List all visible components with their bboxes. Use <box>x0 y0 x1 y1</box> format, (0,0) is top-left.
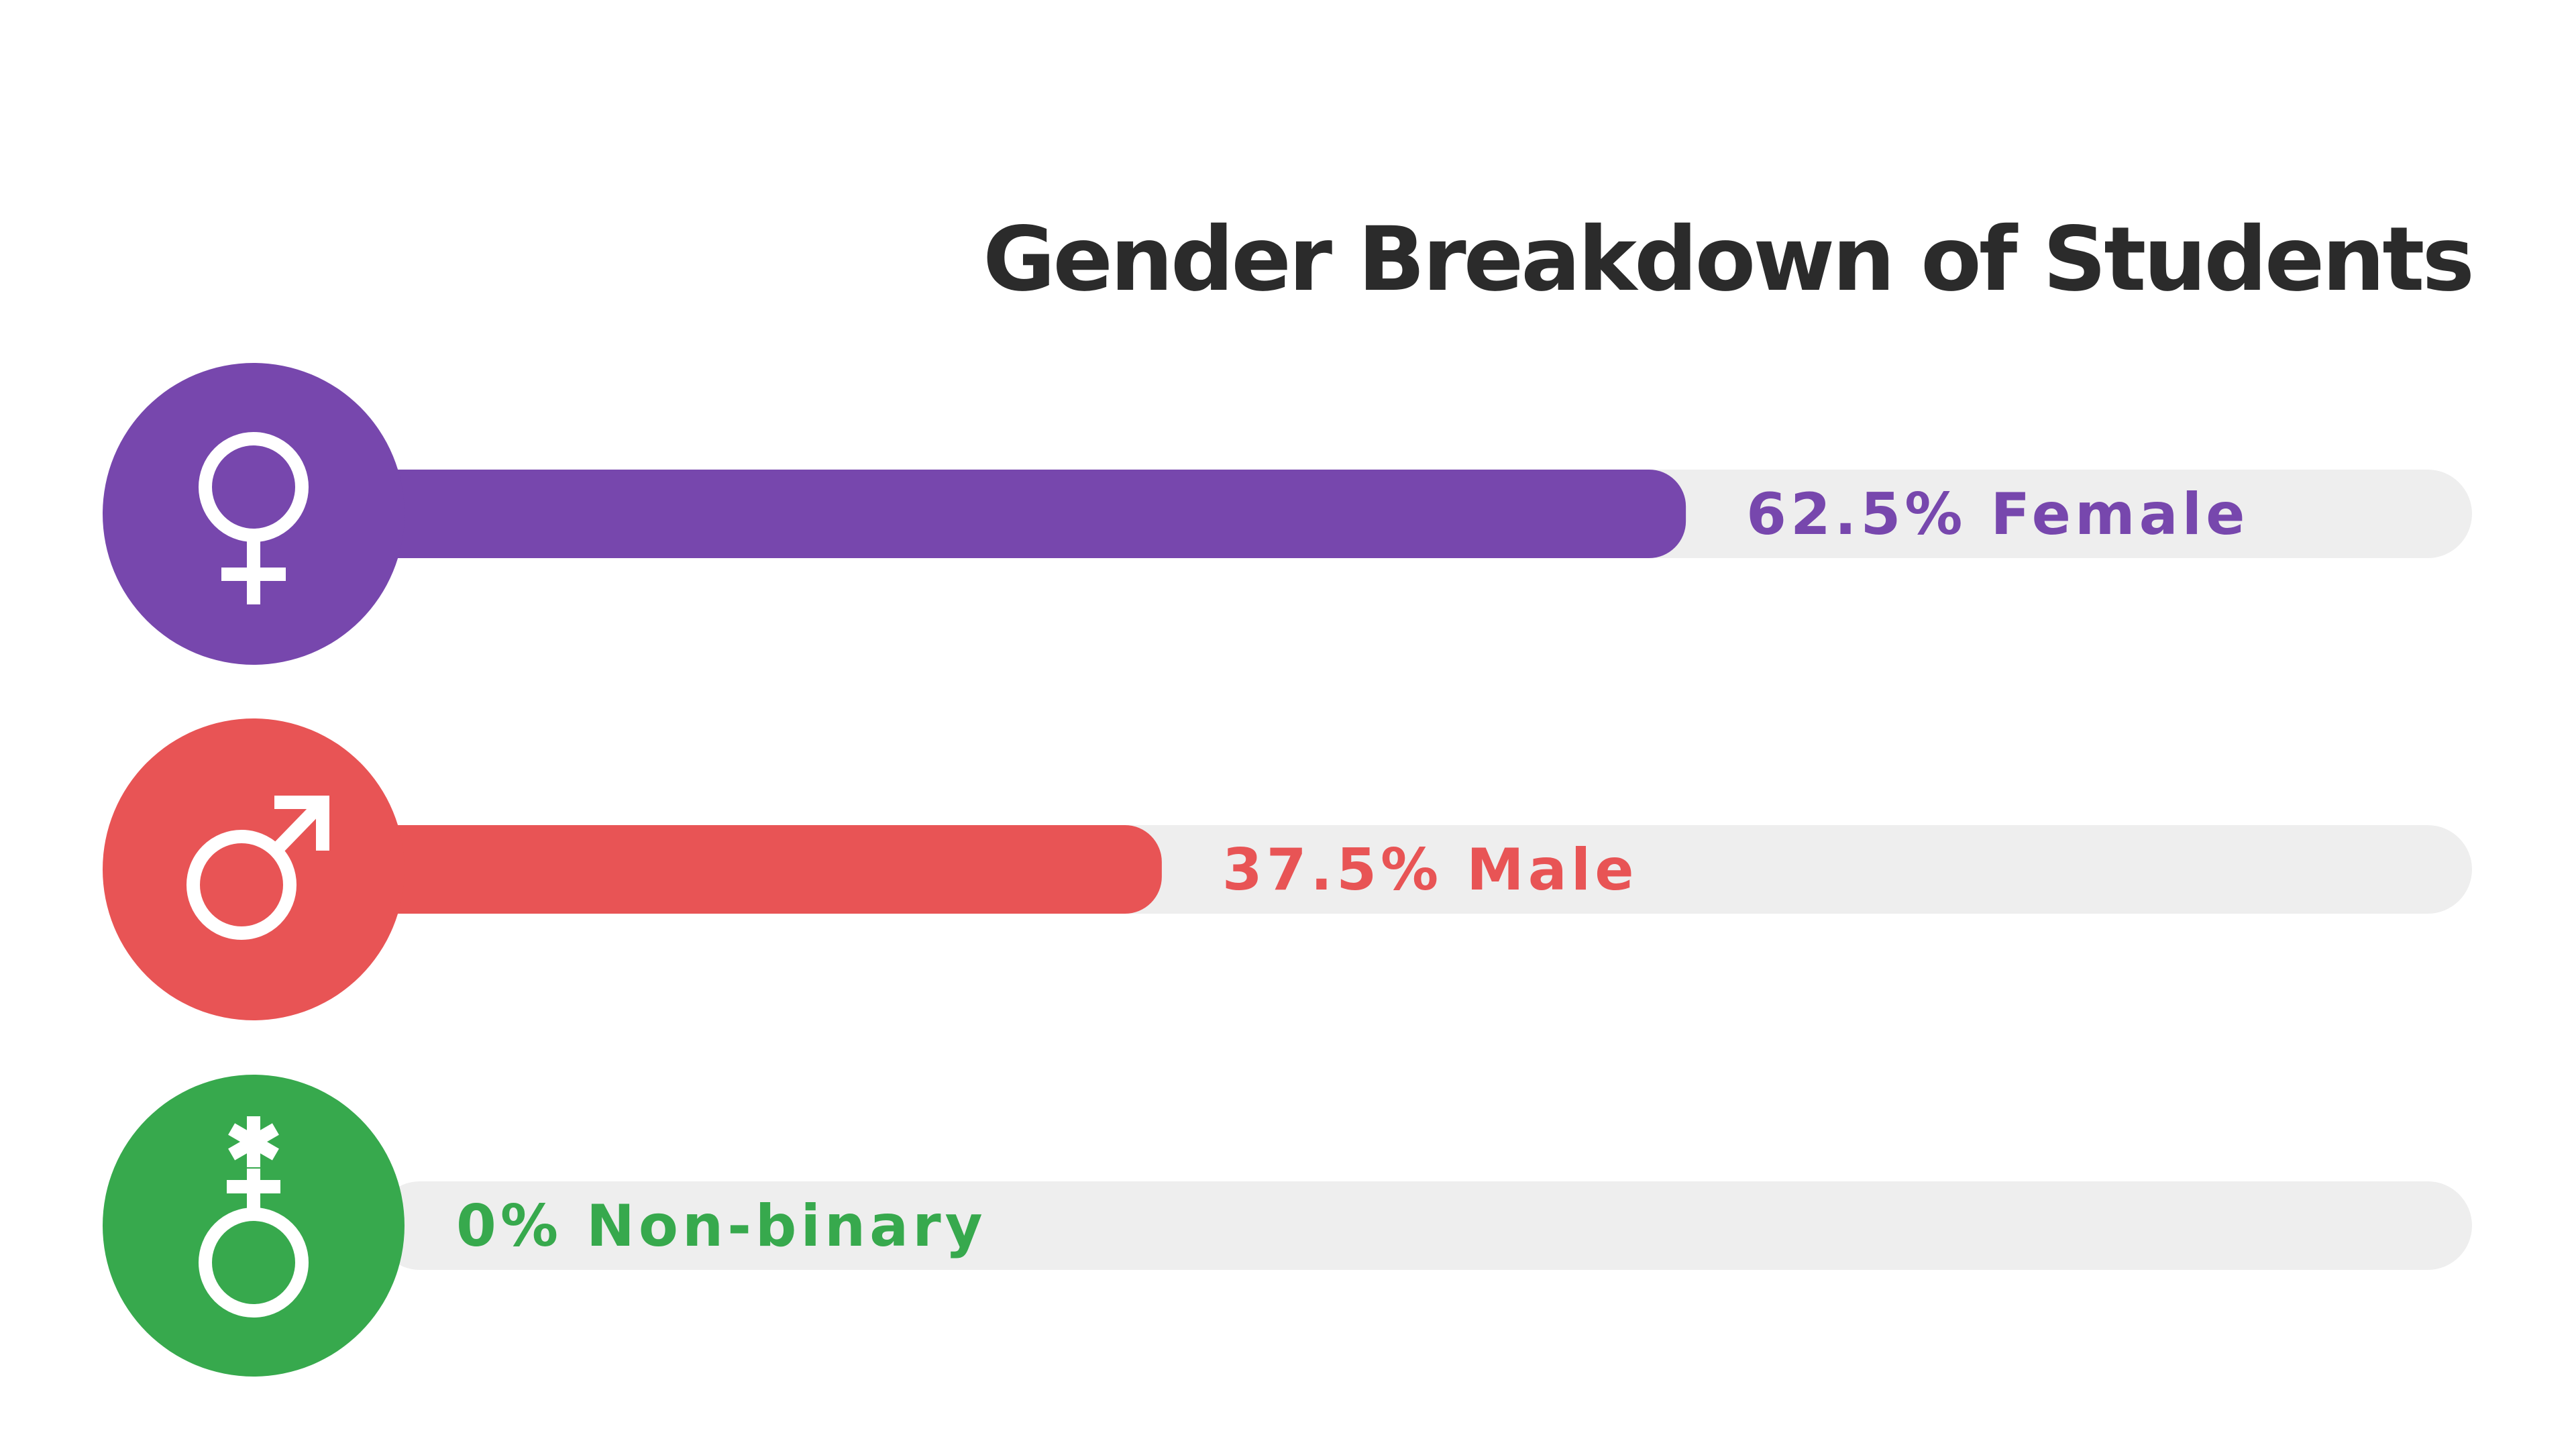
data-label: 37.5% Male <box>1222 837 1638 904</box>
chart-title: Gender Breakdown of Students <box>983 208 2472 311</box>
data-label: 0% Non-binary <box>456 1193 987 1260</box>
data-label: 62.5% Female <box>1746 481 2249 548</box>
bar-fill-male <box>254 825 1162 914</box>
bar-track <box>376 1181 2472 1270</box>
bar-row-non-binary: 0% Non-binary <box>103 1075 2472 1377</box>
bar-row-female: 62.5% Female <box>103 363 2472 665</box>
icon-badge <box>103 718 405 1020</box>
male-symbol-icon <box>186 796 329 940</box>
bar-fill-female <box>254 470 1686 558</box>
nonbinary-symbol-icon <box>199 1116 309 1318</box>
female-symbol-icon <box>199 432 309 604</box>
icon-badge <box>103 363 405 665</box>
bar-row-male: 37.5% Male <box>103 718 2472 1020</box>
icon-badge <box>103 1075 405 1377</box>
bar-rows: 62.5% Female 37.5% Male 0% Non-binary <box>103 363 2472 1377</box>
